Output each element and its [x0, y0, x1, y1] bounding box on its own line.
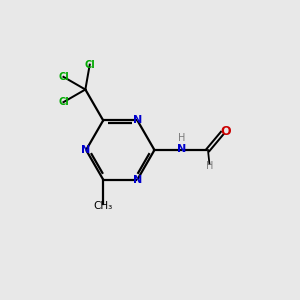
Text: O: O [221, 125, 232, 138]
Text: H: H [178, 133, 185, 143]
Text: CH₃: CH₃ [94, 201, 113, 212]
Text: N: N [133, 116, 142, 125]
Text: Cl: Cl [58, 97, 69, 107]
Text: H: H [206, 161, 213, 171]
Text: Cl: Cl [84, 60, 95, 70]
Text: N: N [82, 145, 91, 155]
Text: N: N [133, 175, 142, 184]
Text: N: N [177, 143, 186, 154]
Text: Cl: Cl [58, 72, 69, 82]
